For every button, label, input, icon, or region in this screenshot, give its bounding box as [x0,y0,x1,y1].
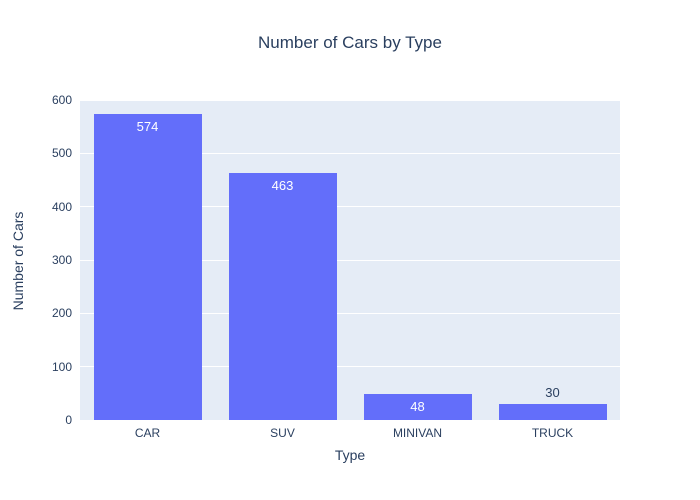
x-tick-label-truck: TRUCK [531,426,574,440]
bar-value-label: 48 [410,399,425,415]
chart-title: Number of Cars by Type [258,33,442,52]
bar-band: 30 [485,100,620,420]
y-tick-label: 500 [51,146,72,161]
y-gridline [80,152,620,154]
y-tick-label: 600 [51,93,72,107]
y-tick-label: 300 [51,253,72,267]
bar-suv [228,173,337,420]
y-tick-label: 200 [51,306,72,321]
y-gridline [80,366,620,368]
bar-value-label: 574 [136,118,159,134]
bar-minivan [363,394,472,420]
y-tick-label: 400 [51,199,72,214]
bar-car [93,113,202,420]
x-tick-label-suv: SUV [270,426,295,440]
x-tick-label-car: CAR [134,426,161,440]
x-tick-label-minivan: MINIVAN [392,426,443,440]
y-gridline [80,206,620,208]
y-gridline [80,259,620,261]
x-axis-title: Type [334,447,366,463]
y-gridline [80,99,620,101]
bar-band: 463 [215,100,350,420]
y-gridline [80,312,620,314]
y-tick-label: 0 [65,413,72,427]
plot-area: 574 463 48 30 [80,99,620,420]
bar-value-label: 463 [271,178,294,194]
bar-band: 48 [350,100,485,420]
bar-value-label: 30 [545,385,560,400]
bar-truck [498,404,607,420]
bar-band: 574 [80,100,215,420]
y-tick-label: 100 [51,359,72,374]
